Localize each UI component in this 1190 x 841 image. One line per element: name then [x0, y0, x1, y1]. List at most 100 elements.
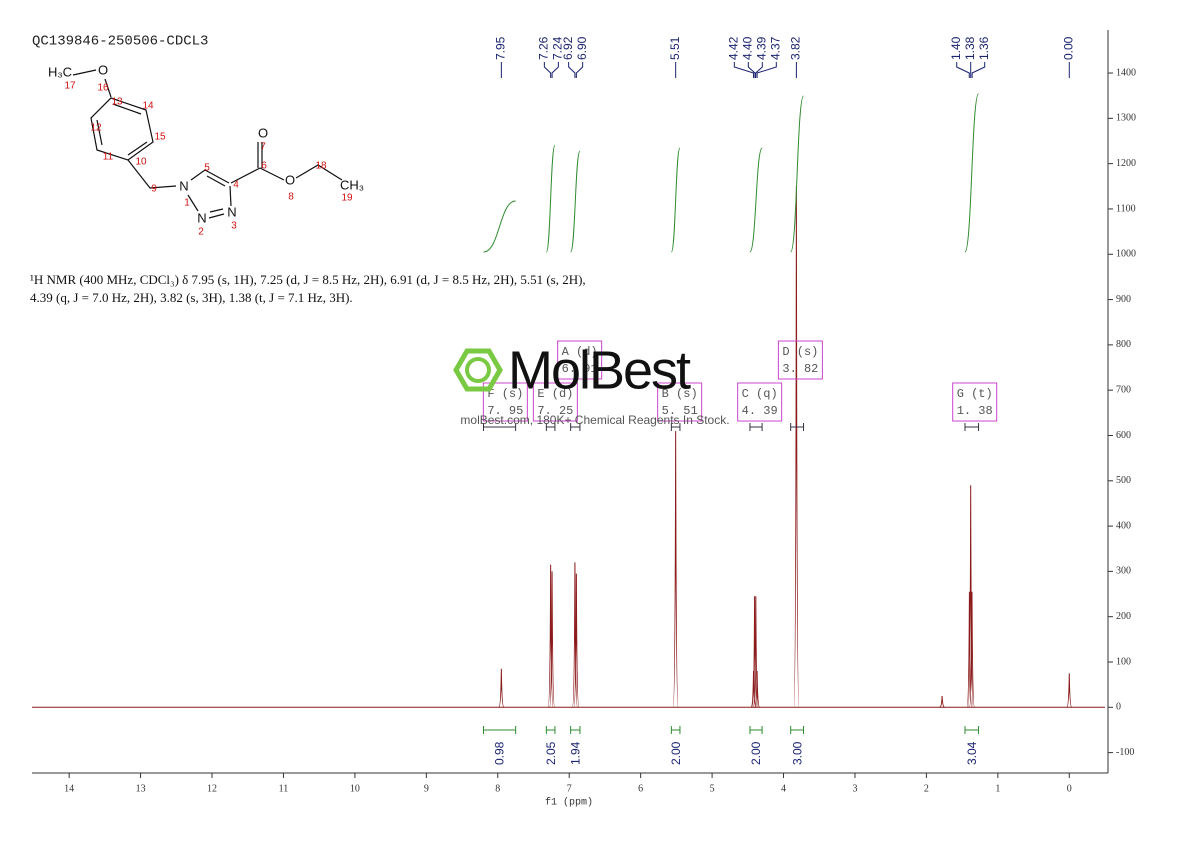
peak — [752, 596, 759, 708]
x-tick-label: 2 — [924, 783, 929, 794]
peak-label: 4.37 — [768, 36, 782, 60]
y-tick-label: 600 — [1116, 430, 1131, 441]
multiplet-range — [964, 423, 980, 431]
peak-label: 7.95 — [494, 36, 508, 60]
x-tick-label: 7 — [567, 783, 572, 794]
peak — [547, 564, 554, 708]
atom-number: 7 — [260, 142, 266, 153]
multiplet-name: F (s) — [487, 387, 523, 401]
atom-number: 1 — [184, 198, 190, 209]
multiplet-name: E (d) — [537, 387, 573, 401]
atom-number: 9 — [151, 184, 157, 195]
atom-label: N — [179, 178, 188, 193]
peak-label: 7.26 — [537, 36, 551, 60]
multiplet-shift: 7. 25 — [537, 404, 573, 418]
multiplet-range — [545, 423, 556, 431]
atom-number: 14 — [142, 101, 154, 112]
peak-label: 7.24 — [551, 36, 565, 60]
y-tick-label: 1300 — [1116, 113, 1136, 124]
integral-bracket — [545, 726, 556, 734]
atom-number: 4 — [233, 180, 239, 191]
x-tick-label: 0 — [1067, 783, 1072, 794]
multiplet-box — [532, 382, 578, 422]
peak-leader — [971, 62, 986, 78]
multiplet-box — [777, 340, 823, 380]
peak — [793, 186, 800, 708]
atom-label: H₃C — [48, 64, 72, 79]
integral-curve — [545, 144, 556, 253]
integral-curve — [790, 95, 805, 253]
multiplet-box — [657, 382, 703, 422]
integral-bracket — [570, 726, 581, 734]
multiplet-name: G (t) — [957, 387, 993, 401]
peak-leader — [733, 62, 755, 78]
y-tick-label: 1100 — [1116, 203, 1136, 214]
watermark: MolBest molBest.com, 180K+ Chemical Reag… — [453, 340, 730, 427]
multiplet-range — [749, 423, 763, 431]
integral-curve — [670, 147, 681, 253]
peak — [571, 562, 578, 708]
peak-label: 4.42 — [726, 36, 740, 60]
atom-number: 11 — [103, 152, 114, 163]
bond — [72, 69, 97, 76]
chart-title: QC139846-250506-CDCL3 — [32, 34, 208, 50]
bond — [187, 194, 199, 212]
integral-label: 3.04 — [965, 741, 979, 765]
y-tick-label: 1400 — [1116, 67, 1136, 78]
bond — [104, 78, 112, 98]
bond — [259, 167, 285, 181]
multiplet-range — [790, 423, 805, 431]
bond — [127, 159, 177, 189]
atom-number: 2 — [198, 227, 204, 238]
x-tick-label: 13 — [136, 783, 146, 794]
y-tick-label: 1000 — [1116, 249, 1136, 260]
peak-leader — [543, 62, 552, 78]
integral-label: 2.00 — [749, 741, 763, 765]
peak-leader — [755, 62, 763, 78]
y-tick-label: 700 — [1116, 384, 1131, 395]
structure — [72, 69, 343, 219]
atom-number: 15 — [154, 132, 166, 143]
multiplet-box — [737, 382, 783, 422]
integral-bracket — [482, 726, 517, 734]
x-tick-label: 11 — [279, 783, 289, 794]
peak — [1066, 673, 1073, 708]
x-tick-label: 9 — [424, 783, 429, 794]
bond — [295, 164, 343, 181]
atom-label: O — [258, 125, 268, 140]
atom-number: 17 — [64, 81, 76, 92]
multiplet-shift: 3. 82 — [782, 362, 818, 376]
integral-bracket — [670, 726, 681, 734]
atom-number: 3 — [231, 221, 237, 232]
bond — [96, 119, 103, 146]
peak — [939, 695, 945, 708]
peak-leader — [956, 62, 970, 78]
multiplet-shift: 4. 39 — [742, 404, 778, 418]
x-tick-label: 1 — [995, 783, 1000, 794]
peak — [573, 573, 580, 708]
atom-number: 18 — [315, 161, 327, 172]
y-tick-label: 800 — [1116, 339, 1131, 350]
multiplet-range — [670, 423, 681, 431]
atom-number: 19 — [341, 193, 353, 204]
description: ¹H NMR (400 MHz, CDCl₃) δ 7.95 (s, 1H), … — [30, 272, 586, 305]
integral-curve — [570, 150, 581, 253]
logo-icon — [453, 348, 503, 392]
peak-leader — [575, 62, 584, 78]
atom-number: 6 — [261, 161, 267, 172]
integral-label: 2.05 — [544, 741, 558, 765]
multiplet-shift: 5. 51 — [662, 404, 698, 418]
peak — [754, 671, 761, 708]
bond — [127, 141, 148, 156]
peak-label: 6.92 — [561, 36, 575, 60]
bond — [208, 213, 225, 219]
atom-label: N — [197, 210, 206, 225]
peak — [967, 485, 974, 708]
atom-number: 16 — [97, 83, 109, 94]
multiplet-box — [482, 382, 528, 422]
integral-curve — [483, 200, 516, 253]
integral-label: 2.00 — [669, 741, 683, 765]
atom-number: 10 — [135, 157, 147, 168]
multiplet-name: A (d) — [562, 345, 598, 359]
